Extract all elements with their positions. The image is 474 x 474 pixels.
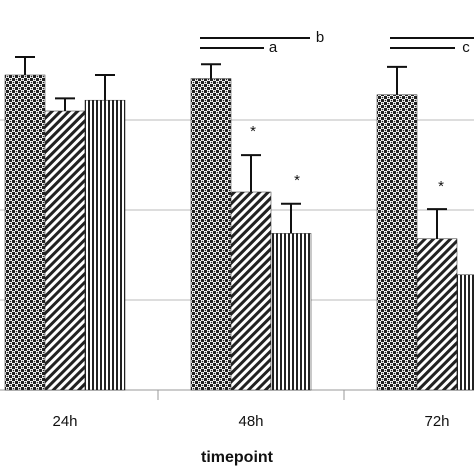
bar bbox=[456, 274, 474, 391]
annotation: b bbox=[316, 29, 324, 46]
annotation: * bbox=[294, 172, 300, 189]
bar bbox=[44, 110, 86, 391]
x-axis-label: timepoint bbox=[201, 449, 274, 466]
bar bbox=[416, 238, 458, 391]
x-tick-label: 72h bbox=[424, 413, 449, 430]
annotation: a bbox=[269, 39, 278, 56]
bar bbox=[230, 191, 272, 391]
bar bbox=[376, 94, 418, 391]
annotation: c bbox=[462, 39, 470, 56]
bar bbox=[4, 74, 46, 391]
bar bbox=[190, 78, 232, 391]
x-tick-label: 24h bbox=[52, 413, 77, 430]
bar bbox=[84, 99, 126, 391]
annotation: * bbox=[438, 178, 444, 195]
x-tick-label: 48h bbox=[238, 413, 263, 430]
bar bbox=[270, 233, 312, 391]
annotation: * bbox=[250, 123, 256, 140]
